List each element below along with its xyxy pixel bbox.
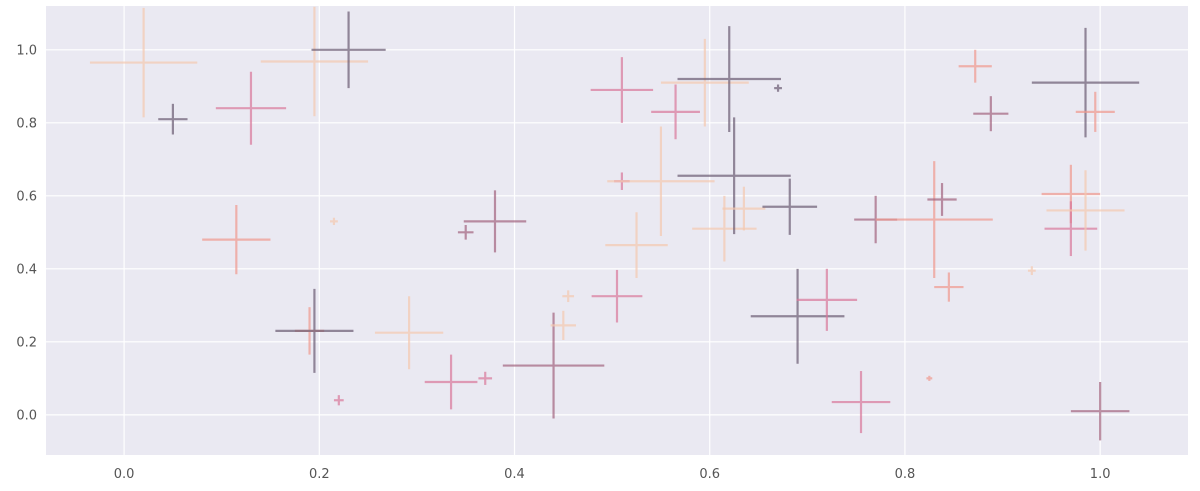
data-point (591, 269, 643, 323)
y-tick-label: 1.0 (16, 43, 37, 58)
grid-lines (46, 6, 1188, 455)
data-point (677, 117, 791, 235)
data-point (774, 84, 782, 92)
data-point (934, 272, 964, 302)
y-tick-label: 0.0 (16, 408, 37, 423)
x-tick-label: 0.2 (309, 467, 330, 482)
data-point (478, 371, 493, 385)
y-axis-ticks: 0.0 0.2 0.4 0.6 0.8 1.0 (16, 43, 37, 423)
data-point (958, 49, 992, 83)
data-point (677, 26, 781, 132)
data-point (660, 38, 749, 127)
data-point (550, 310, 577, 341)
data-point (275, 288, 354, 373)
data-point (89, 7, 198, 118)
data-point (562, 290, 575, 303)
x-tick-label: 0.4 (504, 467, 525, 482)
data-point (875, 161, 993, 278)
data-point (1046, 170, 1125, 251)
data-point (722, 186, 766, 231)
data-point (202, 204, 271, 275)
x-tick-label: 0.6 (699, 467, 720, 482)
data-point (260, 6, 369, 117)
data-point (926, 375, 933, 381)
data-point (333, 395, 344, 406)
data-point (1075, 91, 1115, 132)
data-point (590, 57, 654, 123)
data-point (927, 183, 957, 216)
data-point (330, 217, 338, 226)
data-point (1031, 27, 1140, 138)
data-point (692, 195, 757, 262)
data-point (651, 84, 700, 140)
data-point (215, 71, 287, 145)
y-tick-label: 0.6 (16, 189, 37, 204)
data-point (973, 96, 1009, 132)
data-point (158, 103, 188, 135)
x-tick-label: 1.0 (1090, 467, 1111, 482)
data-point (1027, 266, 1036, 276)
data-point (750, 268, 845, 364)
y-tick-label: 0.2 (16, 335, 37, 350)
data-point (1070, 381, 1130, 441)
data-point (311, 11, 386, 89)
data-point (457, 225, 474, 240)
data-point (605, 212, 668, 278)
y-tick-label: 0.8 (16, 116, 37, 131)
data-point (424, 354, 478, 410)
data-point (463, 190, 527, 253)
error-crosses (89, 6, 1140, 441)
plot-background (46, 6, 1188, 455)
x-axis-ticks: 0.0 0.2 0.4 0.6 0.8 1.0 (114, 467, 1111, 482)
x-tick-label: 0.8 (895, 467, 916, 482)
data-point (374, 296, 444, 370)
data-point (796, 268, 858, 331)
data-point (762, 178, 818, 235)
data-point (502, 312, 605, 419)
y-tick-label: 0.4 (16, 262, 37, 277)
x-tick-label: 0.0 (114, 467, 135, 482)
data-point (607, 126, 715, 236)
data-point (831, 371, 891, 434)
